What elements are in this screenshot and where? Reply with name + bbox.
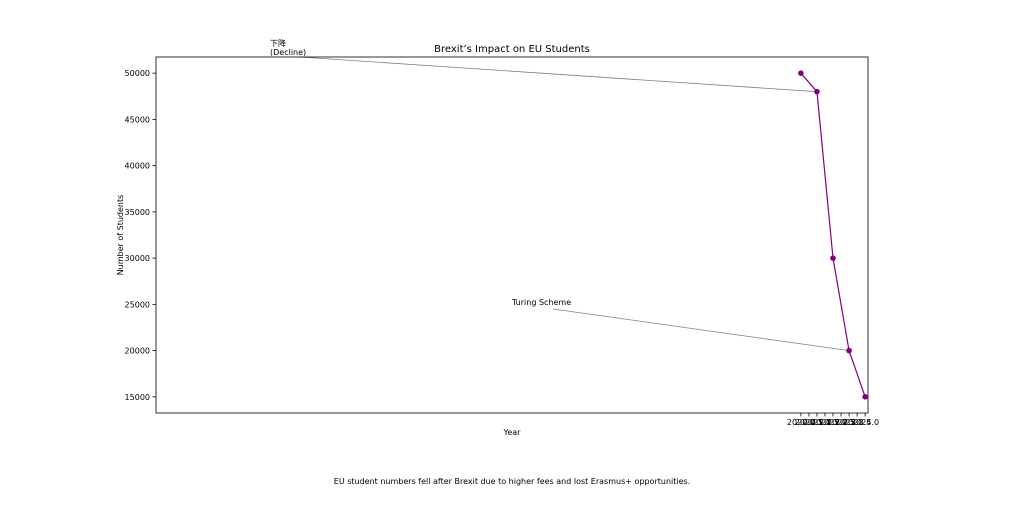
plot-frame — [155, 56, 869, 414]
x-axis-label: Year — [503, 428, 522, 437]
plot-area: 2020.02020.52021.02021.52022.02022.52023… — [125, 38, 880, 427]
annotation-turing: Turing Scheme — [511, 298, 850, 351]
data-point — [846, 347, 852, 354]
y-tick-label: 30000 — [125, 254, 150, 263]
x-tick-label: 2021.0 — [803, 418, 831, 427]
x-tick-label: 2023.5 — [843, 418, 871, 427]
y-axis-label: Number of Students — [116, 195, 125, 276]
y-tick-label: 45000 — [125, 115, 150, 124]
chart-title: Brexit’s Impact on EU Students — [434, 44, 590, 55]
y-tick-label: 25000 — [125, 300, 150, 309]
y-tick-label: 35000 — [125, 208, 150, 217]
x-tick-label: 2022.5 — [827, 418, 855, 427]
annotation-arrow — [299, 56, 817, 93]
y-tick-label: 50000 — [125, 69, 150, 78]
chart-caption: EU student numbers fell after Brexit due… — [333, 477, 691, 486]
x-tick-label: 2020.0 — [787, 418, 815, 427]
y-tick-label: 40000 — [125, 162, 150, 171]
data-point — [814, 88, 820, 95]
annotation-text: Turing Scheme — [511, 298, 571, 307]
data-point — [830, 255, 836, 261]
annotation-text-line1: 下降 — [270, 38, 286, 48]
y-tick-label: 15000 — [125, 393, 150, 402]
x-tick-label: 2023.0 — [835, 418, 863, 427]
x-tick-label: 2021.5 — [811, 418, 839, 427]
data-point — [862, 394, 868, 400]
x-tick-label: 2020.5 — [795, 418, 823, 427]
annotation-arrow — [552, 308, 850, 351]
x-tick-label: 2022.0 — [819, 418, 847, 427]
data-point — [798, 70, 804, 76]
y-tick-label: 20000 — [125, 347, 150, 356]
annotation-decline: 下降(Decline) — [270, 38, 817, 93]
x-tick-label: 2024.0 — [851, 418, 879, 427]
annotation-text-line2: (Decline) — [270, 48, 306, 57]
